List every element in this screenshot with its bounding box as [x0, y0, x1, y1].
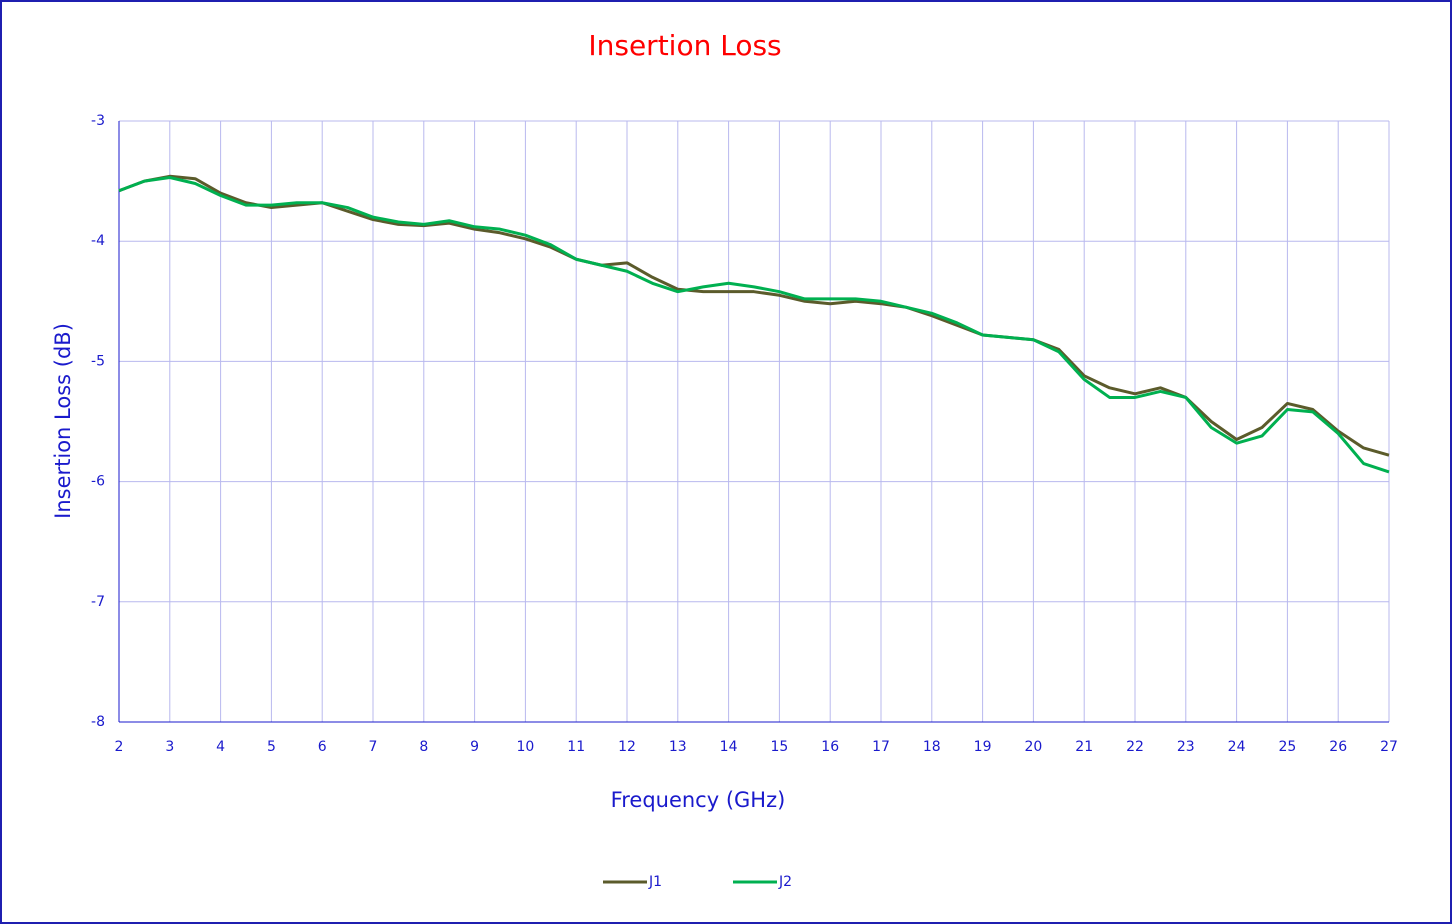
x-tick-label: 17 — [872, 739, 890, 755]
x-axis-label: Frequency (GHz) — [611, 788, 786, 812]
x-tick-label: 10 — [516, 739, 534, 755]
y-tick-label: -5 — [91, 353, 105, 369]
y-tick-label: -3 — [91, 113, 105, 129]
chart-title: Insertion Loss — [588, 29, 781, 62]
x-tick-label: 5 — [267, 739, 276, 755]
x-tick-label: 15 — [770, 739, 788, 755]
data-line — [118, 175, 1390, 474]
x-tick-label: 3 — [165, 739, 174, 755]
x-tick-label: 13 — [669, 739, 687, 755]
x-tick-label: 16 — [821, 739, 839, 755]
y-tick-label: -6 — [91, 474, 105, 490]
x-tick-label: 21 — [1075, 739, 1093, 755]
y-tick-label: -4 — [91, 233, 105, 249]
x-tick-label: 9 — [470, 739, 479, 755]
y-tick-label: -7 — [91, 594, 105, 610]
x-tick-label: 8 — [419, 739, 428, 755]
x-tick-label: 11 — [567, 739, 585, 755]
x-tick-label: 25 — [1278, 739, 1296, 755]
legend-label: J1 — [648, 874, 662, 890]
x-tick-label: 26 — [1329, 739, 1347, 755]
x-tick-label: 23 — [1177, 739, 1195, 755]
x-tick-label: 20 — [1024, 739, 1042, 755]
x-tick-label: 7 — [369, 739, 378, 755]
x-tick-label: 27 — [1380, 739, 1398, 755]
legend-label: J2 — [778, 874, 792, 890]
x-tick-label: 19 — [974, 739, 992, 755]
x-tick-label: 12 — [618, 739, 636, 755]
x-tick-label: 4 — [216, 739, 225, 755]
y-axis-label: Insertion Loss (dB) — [51, 323, 75, 519]
x-tick-label: 18 — [923, 739, 941, 755]
x-tick-label: 6 — [318, 739, 327, 755]
x-tick-label: 24 — [1228, 739, 1246, 755]
x-tick-label: 22 — [1126, 739, 1144, 755]
x-tick-label: 2 — [115, 739, 124, 755]
y-tick-label: -8 — [91, 714, 105, 730]
x-tick-label: 14 — [720, 739, 738, 755]
